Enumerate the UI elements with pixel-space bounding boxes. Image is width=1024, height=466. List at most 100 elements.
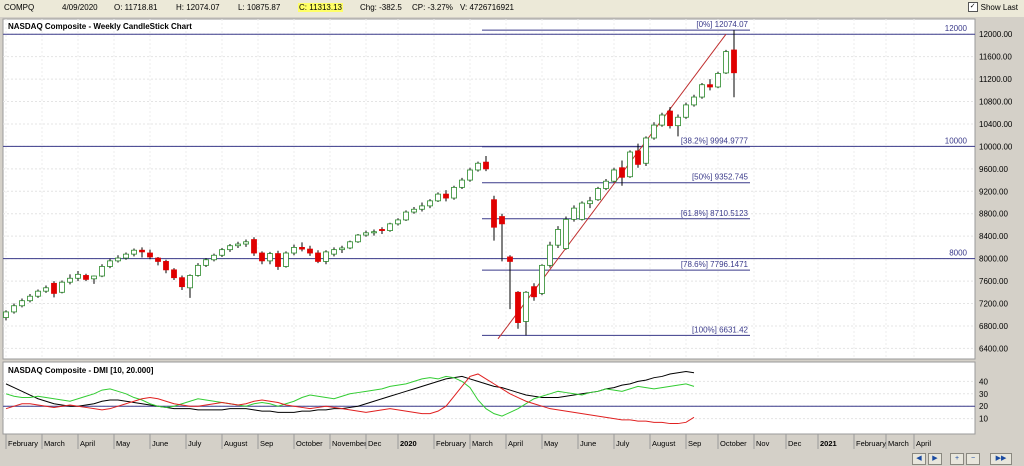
candle-up xyxy=(339,247,345,251)
candle-up xyxy=(99,266,105,277)
x-tick-label: Sep xyxy=(688,439,701,448)
price-tick-label: 8400.00 xyxy=(979,232,1008,241)
x-tick-label: April xyxy=(508,439,523,448)
x-tick-label: October xyxy=(720,439,747,448)
candle-up xyxy=(427,200,433,207)
candle-up xyxy=(571,207,577,220)
show-last-toggle[interactable]: ✓ Show Last xyxy=(967,2,1018,12)
price-tick-label: 12000.00 xyxy=(979,30,1013,39)
candle-up xyxy=(331,249,337,255)
dmi-panel: NASDAQ Composite - DMI [10, 20.000] 10 20 3… xyxy=(2,361,988,435)
candle-up xyxy=(643,137,649,164)
change-percent-label: CP: -3.27% xyxy=(412,3,453,12)
scroll-bar[interactable]: ◀ ▶ + − ▶▶ xyxy=(0,451,1024,466)
candle-down xyxy=(667,110,673,127)
price-tick-label: 11200.00 xyxy=(979,75,1012,84)
candle-up xyxy=(563,218,569,249)
candle-up xyxy=(267,253,273,262)
candle-up xyxy=(467,169,473,181)
candle-up xyxy=(387,223,393,231)
x-tick-label: May xyxy=(544,439,558,448)
info-bar: COMPQ 4/09/2020 O: 11718.81 H: 12074.07 … xyxy=(0,0,1024,18)
candle-up xyxy=(555,229,561,246)
price-tick-label: 10000.00 xyxy=(979,142,1013,151)
candle-up xyxy=(123,253,129,259)
x-tick-label: April xyxy=(80,439,95,448)
candle-up xyxy=(403,211,409,221)
candle-up xyxy=(547,244,553,266)
fib-label: [61.8%] 8710.5123 xyxy=(681,209,749,218)
candle-down xyxy=(299,247,305,250)
dmi-tick-label: 20 xyxy=(979,402,988,411)
candle-up xyxy=(43,287,49,292)
candle-down xyxy=(51,282,57,294)
price-tick-label: 7600.00 xyxy=(979,277,1008,286)
chart-area: 6400.00 6800.00 7200.00 7600.00 8000.00 8400.… xyxy=(0,17,1024,451)
x-tick-label: Nov xyxy=(756,439,770,448)
candle-down xyxy=(707,84,713,88)
close-label: C: 11313.13 xyxy=(298,3,343,12)
candle-up xyxy=(291,247,297,254)
price-tick-label: 11600.00 xyxy=(979,53,1012,62)
candle-down xyxy=(515,291,521,323)
candle-up xyxy=(19,300,25,307)
x-axis: February March April May June July August Sep Oc… xyxy=(5,434,931,449)
price-plot-frame xyxy=(2,18,976,360)
candle-up xyxy=(411,208,417,213)
candle-up xyxy=(683,104,689,118)
fib-label: [38.2%] 9994.9777 xyxy=(681,137,749,146)
candle-up xyxy=(419,205,425,210)
candle-up xyxy=(603,180,609,189)
scroll-last-button[interactable]: ▶▶ xyxy=(990,453,1012,465)
candle-up xyxy=(691,96,697,106)
candle-up xyxy=(91,275,97,280)
candle-up xyxy=(395,219,401,225)
candle-down xyxy=(491,199,497,228)
candle-up xyxy=(595,188,601,201)
x-tick-label: March xyxy=(888,439,909,448)
candle-up xyxy=(699,84,705,98)
candle-up xyxy=(131,249,137,255)
x-tick-label: Dec xyxy=(788,439,802,448)
candle-down xyxy=(171,269,177,279)
fib-label: [50%] 9352.745 xyxy=(692,173,749,182)
candle-down xyxy=(259,252,265,262)
candle-up xyxy=(323,251,329,262)
candle-up xyxy=(587,200,593,205)
x-tick-label: June xyxy=(580,439,596,448)
date-label: 4/09/2020 xyxy=(62,3,98,12)
fib-label: [100%] 6631.42 xyxy=(692,325,749,334)
candle-up xyxy=(475,162,481,171)
show-last-checkbox[interactable]: ✓ xyxy=(967,2,978,12)
candle-up xyxy=(451,186,457,199)
candle-down xyxy=(507,256,513,262)
x-tick-label: March xyxy=(44,439,65,448)
level-label: 12000 xyxy=(945,24,968,33)
candle-up xyxy=(219,249,225,256)
candle-down xyxy=(139,249,145,253)
x-tick-label: October xyxy=(296,439,323,448)
dmi-chart-title: NASDAQ Composite - DMI [10, 20.000] xyxy=(8,366,154,375)
scroll-next-button[interactable]: ▶ xyxy=(928,453,942,465)
candle-down xyxy=(83,275,89,280)
candle-up xyxy=(355,234,361,243)
x-tick-label: May xyxy=(116,439,130,448)
x-tick-label: August xyxy=(652,439,676,448)
zoom-out-button[interactable]: − xyxy=(966,453,980,465)
change-label: Chg: -382.5 xyxy=(360,3,402,12)
candle-down xyxy=(147,252,153,258)
high-label: H: 12074.07 xyxy=(176,3,220,12)
candle-up xyxy=(75,273,81,279)
price-tick-label: 9600.00 xyxy=(979,165,1008,174)
price-chart-title: NASDAQ Composite - Weekly CandleStick Ch… xyxy=(8,22,192,31)
candle-down xyxy=(379,229,385,231)
price-tick-label: 6400.00 xyxy=(979,344,1008,353)
open-label: O: 11718.81 xyxy=(114,3,158,12)
candle-up xyxy=(187,275,193,289)
candle-up xyxy=(627,151,633,178)
show-last-label: Show Last xyxy=(980,2,1018,12)
price-tick-label: 10400.00 xyxy=(979,120,1013,129)
zoom-in-button[interactable]: + xyxy=(950,453,964,465)
candle-up xyxy=(715,73,721,88)
scroll-prev-button[interactable]: ◀ xyxy=(912,453,926,465)
